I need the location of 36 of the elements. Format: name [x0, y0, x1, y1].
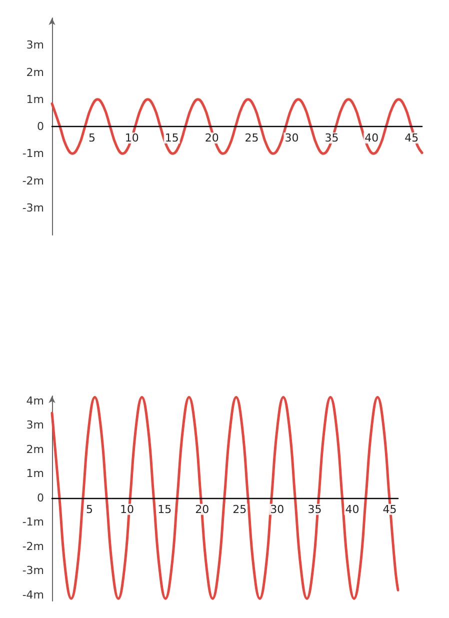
y-tick-label: 0	[37, 120, 44, 133]
x-tick-label: 30	[284, 132, 299, 144]
y-tick-label: 2m	[26, 66, 44, 79]
y-tick-label: 2m	[26, 442, 44, 456]
x-tick-label: 20	[195, 502, 210, 516]
x-tick-label: 15	[158, 502, 172, 516]
x-tick-label: 45	[382, 502, 397, 516]
x-tick-label: 20	[204, 132, 219, 144]
line-series	[50, 98, 424, 155]
y-tick-label: 1m	[26, 92, 44, 106]
x-tick-label: 5	[86, 502, 94, 516]
x-tick-label: 45	[404, 132, 419, 144]
x-tick-label: 35	[308, 502, 322, 516]
y-tick-label: -1m	[22, 516, 44, 529]
x-tick-label: 30	[270, 502, 284, 516]
x-tick-label: 10	[124, 132, 139, 144]
x-tick-label: 40	[364, 132, 379, 144]
x-tick-label: 10	[120, 502, 134, 516]
y-tick-label: 3m	[26, 418, 44, 432]
x-tick-label: 40	[345, 502, 360, 516]
y-tick-label: 3m	[26, 38, 44, 52]
y-tick-label: -3m	[22, 564, 44, 578]
y-tick-label: 4m	[26, 394, 44, 408]
y-tick-label: -4m	[22, 588, 44, 602]
y-tick-label: 1m	[26, 467, 44, 480]
y-tick-label: -1m	[22, 147, 44, 160]
y-tick-label: -2m	[22, 540, 44, 553]
y-tick-label: -3m	[22, 201, 44, 214]
x-tick-label: 5	[88, 132, 96, 144]
y-tick-label: 0	[37, 491, 44, 504]
x-tick-label: 25	[232, 502, 247, 516]
y-tick-label: -2m	[22, 174, 44, 188]
line-series	[50, 396, 400, 600]
x-tick-label: 35	[324, 132, 339, 144]
x-tick-label: 15	[164, 132, 179, 144]
x-tick-label: 25	[244, 132, 259, 144]
